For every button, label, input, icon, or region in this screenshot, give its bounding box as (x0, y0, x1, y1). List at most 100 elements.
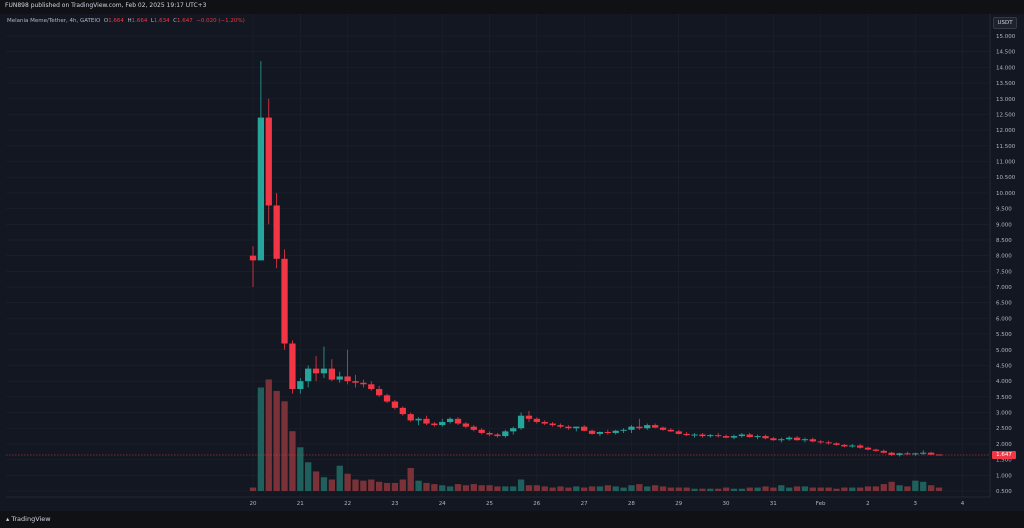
time-axis: 20 21 22 23 24 25 26 27 28 29 30 31 Feb 2 3 4 (250, 501, 965, 507)
brand-logo[interactable]: ▴ TradingView (6, 515, 51, 523)
volume-bar (935, 487, 943, 491)
volume-bar (872, 486, 880, 491)
candle-body (454, 418, 462, 424)
volume-bar (856, 487, 864, 491)
candle-body (312, 368, 320, 374)
volume-bar (470, 484, 477, 491)
open-label: O (103, 18, 109, 24)
candle-body (667, 429, 675, 432)
volume-bar (273, 390, 280, 491)
volume-bar (793, 486, 801, 491)
volume-bar (817, 487, 824, 491)
candle-body (344, 376, 351, 382)
volume-bar (376, 481, 383, 491)
volume-bar (927, 485, 935, 491)
candle-body (502, 431, 509, 437)
candle-body (935, 454, 943, 456)
y-tick-label: 7.000 (996, 285, 1012, 291)
y-tick-label: 8.000 (996, 254, 1012, 260)
volume-bar (833, 488, 840, 491)
candle-body (273, 205, 280, 259)
candle-body (376, 389, 383, 396)
x-tick-label: 29 (675, 501, 682, 507)
volume-bar (715, 488, 722, 491)
volume-bar (730, 488, 738, 491)
volume-bar (502, 486, 509, 491)
candle-body (715, 435, 722, 437)
volume-bar (667, 487, 675, 491)
candle-body (912, 453, 919, 455)
volume-bar (368, 479, 375, 491)
high-value: 1.664 (131, 18, 148, 24)
change-value: −0.020 (−1.20%) (196, 18, 245, 24)
volume-bar (738, 488, 746, 491)
candle-body (557, 425, 564, 427)
symbol-name[interactable]: Melania Meme/Tether, 4h, GATEIO (7, 18, 101, 24)
volume-bar (549, 487, 556, 491)
candle-body (249, 255, 257, 261)
volume-bar (770, 487, 777, 491)
volume-bar (604, 485, 611, 491)
y-tick-label: 13.500 (996, 81, 1016, 87)
y-tick-label: 14.500 (996, 50, 1016, 56)
volume-bar (849, 487, 856, 491)
x-tick-label: 4 (961, 501, 965, 507)
volume-bar (675, 487, 682, 491)
volume-bar (612, 486, 619, 491)
volume-bar (407, 468, 414, 491)
candle-body (360, 382, 367, 385)
candle-body (391, 401, 399, 408)
volume-bar (423, 482, 430, 491)
candle-body (352, 381, 359, 383)
price-axis: 0.5001.0001.5002.0002.5003.0003.5004.000… (996, 34, 1016, 495)
y-tick-label: 3.000 (996, 411, 1012, 417)
candle-body (336, 376, 343, 380)
candle-body (825, 442, 832, 444)
candle-body (399, 407, 406, 415)
candle-body (691, 434, 698, 436)
y-tick-label: 4.000 (996, 379, 1012, 385)
candle-body (510, 428, 517, 432)
x-tick-label: 22 (344, 501, 351, 507)
candle-body (644, 425, 651, 429)
volume-bar (305, 462, 312, 491)
x-tick-label: 30 (723, 501, 730, 507)
y-tick-label: 10.500 (996, 175, 1016, 181)
volume-bar (525, 485, 533, 491)
volume-bar (683, 487, 690, 491)
volume-bar (762, 486, 769, 491)
y-tick-label: 15.000 (996, 34, 1016, 40)
candle-body (786, 437, 793, 440)
volume-bar (904, 486, 911, 491)
candle-body (265, 117, 272, 206)
candle-body (470, 426, 477, 430)
candle-body (707, 435, 714, 437)
x-tick-label: 20 (250, 501, 257, 507)
y-tick-label: 1.000 (996, 473, 1012, 479)
volume-bar (880, 484, 887, 491)
volume-bar (596, 486, 604, 491)
candle-body (407, 414, 414, 421)
volume-bar (628, 485, 635, 491)
volume-bar (557, 486, 564, 491)
volume-bar (312, 471, 320, 491)
x-tick-label: 24 (439, 501, 446, 507)
candle-body (888, 452, 895, 455)
volume-bar (352, 479, 359, 491)
close-value: 1.647 (177, 18, 193, 24)
y-tick-label: 11.000 (996, 160, 1016, 166)
y-tick-label: 8.500 (996, 238, 1012, 244)
x-tick-label: 26 (533, 501, 540, 507)
volume-bar (344, 473, 351, 491)
volume-bar (896, 485, 903, 491)
volume-bar (864, 486, 872, 491)
candle-body (778, 439, 785, 441)
currency-button[interactable]: USDT (993, 17, 1017, 29)
volume-bar (620, 487, 627, 491)
volume-bar (478, 485, 485, 491)
candle-body (738, 434, 746, 437)
candle-body (683, 433, 690, 436)
candle-body (833, 443, 840, 445)
candle-body (675, 431, 682, 434)
